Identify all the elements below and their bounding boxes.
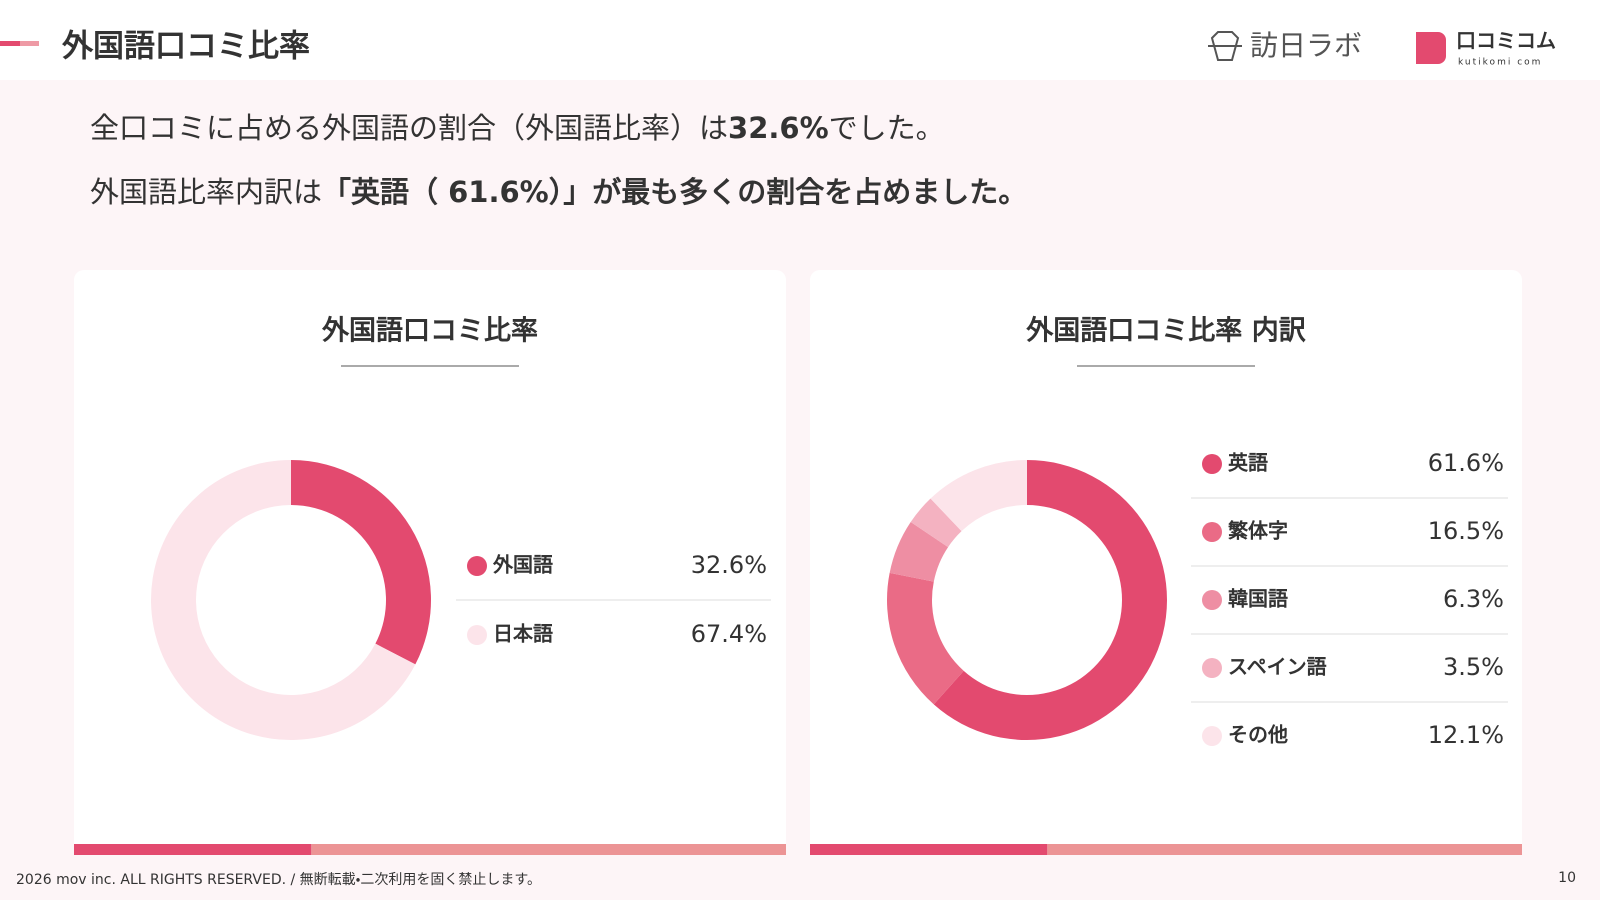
logo: 訪日ラボ: [1250, 29, 1362, 62]
donut-segment: [150, 460, 416, 740]
summary-line: 全口コミに占める外国語の割合（外国語比率）は32.6%でした。: [90, 111, 945, 145]
legend-marker: [1202, 454, 1222, 474]
donut-segment: [910, 498, 962, 548]
legend-marker: [1202, 726, 1222, 746]
donut-segment: [887, 572, 964, 705]
page-title: 外国語口コミ比率: [61, 29, 310, 65]
page-number: 10: [1558, 870, 1576, 886]
panel-bar: [810, 844, 1048, 855]
donut-segment: [291, 460, 431, 665]
legend-label: 外国語: [492, 553, 553, 577]
summary-line: 外国語比率内訳は「英語（ 61.6%）」が最も多くの割合を占めました。: [90, 175, 1027, 209]
legend-marker: [467, 556, 487, 576]
donut-segment: [933, 460, 1167, 740]
summary-text: でした。: [829, 111, 945, 145]
panel-bar: [1047, 844, 1522, 855]
value-label: 61.6%: [1428, 449, 1504, 477]
legend-label: スペイン語: [1228, 655, 1327, 679]
summary-text: 外国語比率内訳は: [90, 175, 322, 209]
value-label: 16.5%: [1428, 517, 1504, 545]
legend-marker: [467, 625, 487, 645]
summary-text: 全口コミに占める外国語の割合（外国語比率）は: [90, 111, 728, 145]
legend-label: 日本語: [493, 622, 553, 646]
chart-title: 外国語口コミ比率: [321, 316, 538, 347]
logo-icon: [1416, 32, 1446, 64]
legend-label: 繁体字: [1228, 519, 1288, 543]
value-label: 67.4%: [691, 620, 767, 648]
logo-sub: kutikomi com: [1458, 58, 1542, 68]
value-label: 32.6%: [691, 551, 767, 579]
value-label: 6.3%: [1443, 585, 1504, 613]
value-label: 3.5%: [1443, 653, 1504, 681]
legend-label: 韓国語: [1228, 587, 1288, 611]
donut-segment: [930, 460, 1027, 532]
summary-highlight: 「英語（ 61.6%）」が最も多くの割合を占めました。: [322, 175, 1027, 209]
value-label: 12.1%: [1428, 721, 1504, 749]
legend-label: その他: [1228, 723, 1288, 747]
panel-bar: [311, 844, 786, 855]
legend-marker: [1202, 522, 1222, 542]
donut-segment: [889, 522, 949, 582]
legend-marker: [1202, 590, 1222, 610]
panel-bar: [74, 844, 312, 855]
summary-highlight: 32.6%: [728, 111, 829, 145]
chart-title: 外国語口コミ比率 内訳: [1025, 316, 1305, 347]
accent: [20, 41, 39, 46]
header-bar: [0, 0, 1600, 80]
accent: [0, 41, 20, 46]
legend-marker: [1202, 658, 1222, 678]
logo-icon: [1208, 31, 1242, 61]
legend-label: 英語: [1228, 451, 1268, 475]
copyright: 2026 mov inc. ALL RIGHTS RESERVED. / 無断転…: [16, 872, 541, 888]
logo: 口コミコム: [1456, 29, 1556, 53]
